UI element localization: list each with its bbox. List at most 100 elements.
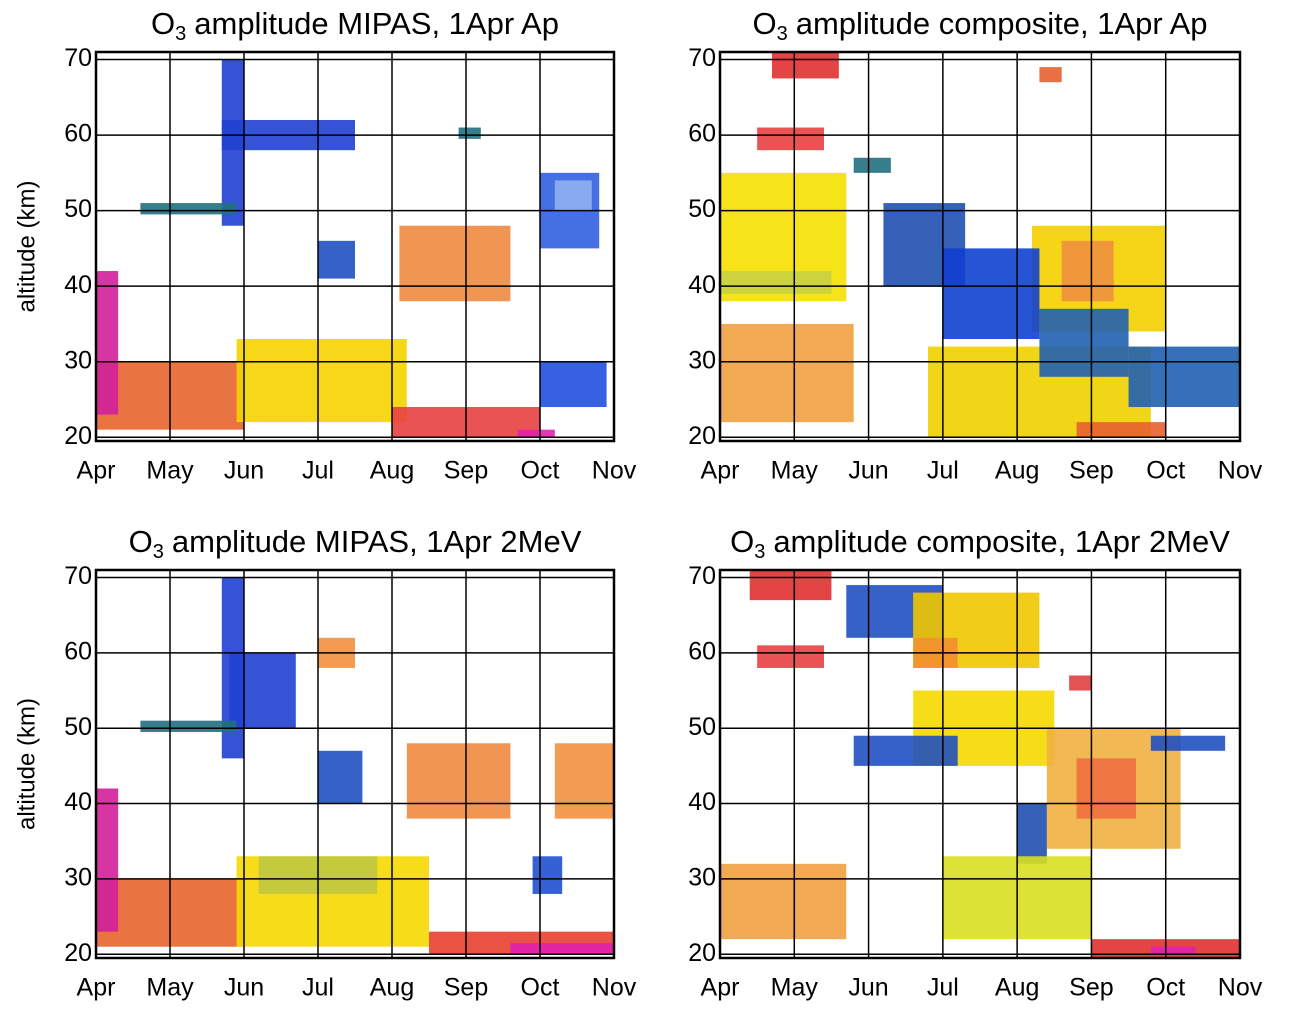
amplitude-patch	[720, 323, 854, 423]
panel: O3 amplitude composite, 1Apr 2MeV Apr May Ju…	[688, 524, 1263, 1001]
x-tick-label: Aug	[995, 457, 1039, 485]
x-tick-label: Aug	[995, 974, 1039, 1002]
y-tick-label: 50	[64, 195, 92, 223]
y-tick-label: 20	[64, 939, 92, 967]
amplitude-patch	[1017, 803, 1047, 864]
title-part: O	[151, 6, 175, 41]
y-tick-label: 50	[688, 195, 716, 223]
amplitude-patch	[532, 856, 563, 894]
amplitude-patch	[942, 248, 1040, 340]
x-tick-label: Nov	[592, 457, 637, 485]
amplitude-patch	[853, 735, 958, 766]
x-tick-label: Sep	[444, 974, 488, 1002]
chart-title: O3 amplitude MIPAS, 1Apr 2MeV	[129, 524, 582, 563]
amplitude-patch	[1069, 675, 1092, 691]
x-tick-label: Sep	[1069, 974, 1113, 1002]
panel: O3 amplitude MIPAS, 1Apr Ap altitude (km) A…	[13, 6, 636, 484]
x-tick-label: Jun	[224, 974, 264, 1002]
y-tick-label: 30	[688, 864, 716, 892]
x-tick-label: Jul	[927, 974, 959, 1002]
amplitude-patch	[1061, 240, 1114, 302]
plot-frame	[718, 50, 1242, 443]
amplitude-patch	[510, 942, 614, 955]
x-tick-label: Nov	[1218, 974, 1263, 1002]
y-tick-label: 60	[688, 637, 716, 665]
chart-title: O3 amplitude MIPAS, 1Apr Ap	[151, 6, 559, 45]
title-part: O	[129, 524, 153, 559]
x-tick-label: Jun	[224, 457, 264, 485]
x-tick-label: May	[771, 974, 819, 1002]
x-tick-label: Nov	[592, 974, 637, 1002]
amplitude-patch	[720, 863, 847, 940]
y-tick-label: 50	[64, 713, 92, 741]
amplitude-patch	[757, 645, 824, 668]
amplitude-patch	[140, 203, 237, 215]
amplitude-patch	[1150, 946, 1196, 955]
y-tick-label: 30	[688, 346, 716, 374]
title-part: amplitude composite, 1Apr 2MeV	[773, 524, 1230, 559]
title-subscript: 3	[153, 541, 164, 563]
title-part: O	[752, 6, 776, 41]
title-subscript: 3	[777, 23, 788, 45]
amplitude-patch	[96, 788, 119, 932]
title-part: amplitude MIPAS, 1Apr 2MeV	[172, 524, 582, 559]
y-tick-label: 40	[64, 788, 92, 816]
x-tick-label: Apr	[77, 974, 116, 1002]
x-tick-label: Oct	[521, 457, 560, 485]
amplitude-patch	[757, 127, 824, 151]
amplitude-patch	[772, 52, 839, 79]
y-tick-label: 20	[64, 422, 92, 450]
amplitude-patch	[853, 157, 891, 173]
x-tick-label: Aug	[370, 457, 414, 485]
amplitude-patch	[1128, 346, 1240, 408]
plot-frame	[94, 50, 616, 443]
y-tick-label: 70	[688, 562, 716, 590]
y-tick-label: 70	[64, 44, 92, 72]
x-tick-label: May	[771, 457, 819, 485]
panel: O3 amplitude composite, 1Apr Ap Apr May Jun J…	[688, 6, 1263, 484]
title-part: O	[730, 524, 754, 559]
x-tick-label: Apr	[701, 457, 740, 485]
title-subscript: 3	[175, 23, 186, 45]
amplitude-patch	[229, 652, 296, 729]
plot-frame	[718, 568, 1242, 960]
amplitude-patch	[140, 720, 237, 732]
plot-frame	[94, 568, 616, 960]
x-tick-label: Oct	[1146, 457, 1185, 485]
x-tick-label: May	[146, 457, 194, 485]
title-part: amplitude MIPAS, 1Apr Ap	[194, 6, 559, 41]
y-tick-label: 40	[688, 788, 716, 816]
amplitude-patch	[554, 180, 592, 211]
y-axis-label: altitude (km)	[13, 180, 40, 312]
x-tick-label: Aug	[370, 974, 414, 1002]
x-tick-label: Sep	[444, 457, 488, 485]
y-tick-label: 40	[64, 271, 92, 299]
y-tick-label: 30	[64, 864, 92, 892]
y-tick-label: 70	[688, 44, 716, 72]
y-tick-label: 60	[688, 120, 716, 148]
x-tick-label: May	[146, 974, 194, 1002]
amplitude-patch	[96, 271, 119, 415]
x-tick-label: Jun	[848, 974, 888, 1002]
x-tick-label: Jul	[302, 974, 334, 1002]
title-subscript: 3	[754, 541, 765, 563]
amplitude-patch	[1039, 67, 1062, 83]
amplitude-patch	[720, 271, 832, 294]
panel: O3 amplitude MIPAS, 1Apr 2MeV altitude (km…	[13, 524, 636, 1001]
amplitude-patch	[517, 429, 555, 438]
amplitude-patch	[406, 743, 511, 819]
amplitude-patch	[1039, 308, 1129, 377]
x-tick-label: Oct	[1146, 974, 1185, 1002]
amplitude-patch	[1150, 735, 1226, 751]
y-tick-label: 70	[64, 562, 92, 590]
y-tick-label: 30	[64, 346, 92, 374]
amplitude-patch	[236, 339, 407, 423]
y-tick-label: 60	[64, 120, 92, 148]
amplitude-patch	[749, 570, 832, 601]
y-tick-label: 40	[688, 271, 716, 299]
chart-title: O3 amplitude composite, 1Apr Ap	[752, 6, 1207, 45]
y-tick-label: 60	[64, 637, 92, 665]
amplitude-patch	[399, 225, 511, 302]
amplitude-patch	[554, 743, 614, 819]
y-tick-label: 20	[688, 422, 716, 450]
